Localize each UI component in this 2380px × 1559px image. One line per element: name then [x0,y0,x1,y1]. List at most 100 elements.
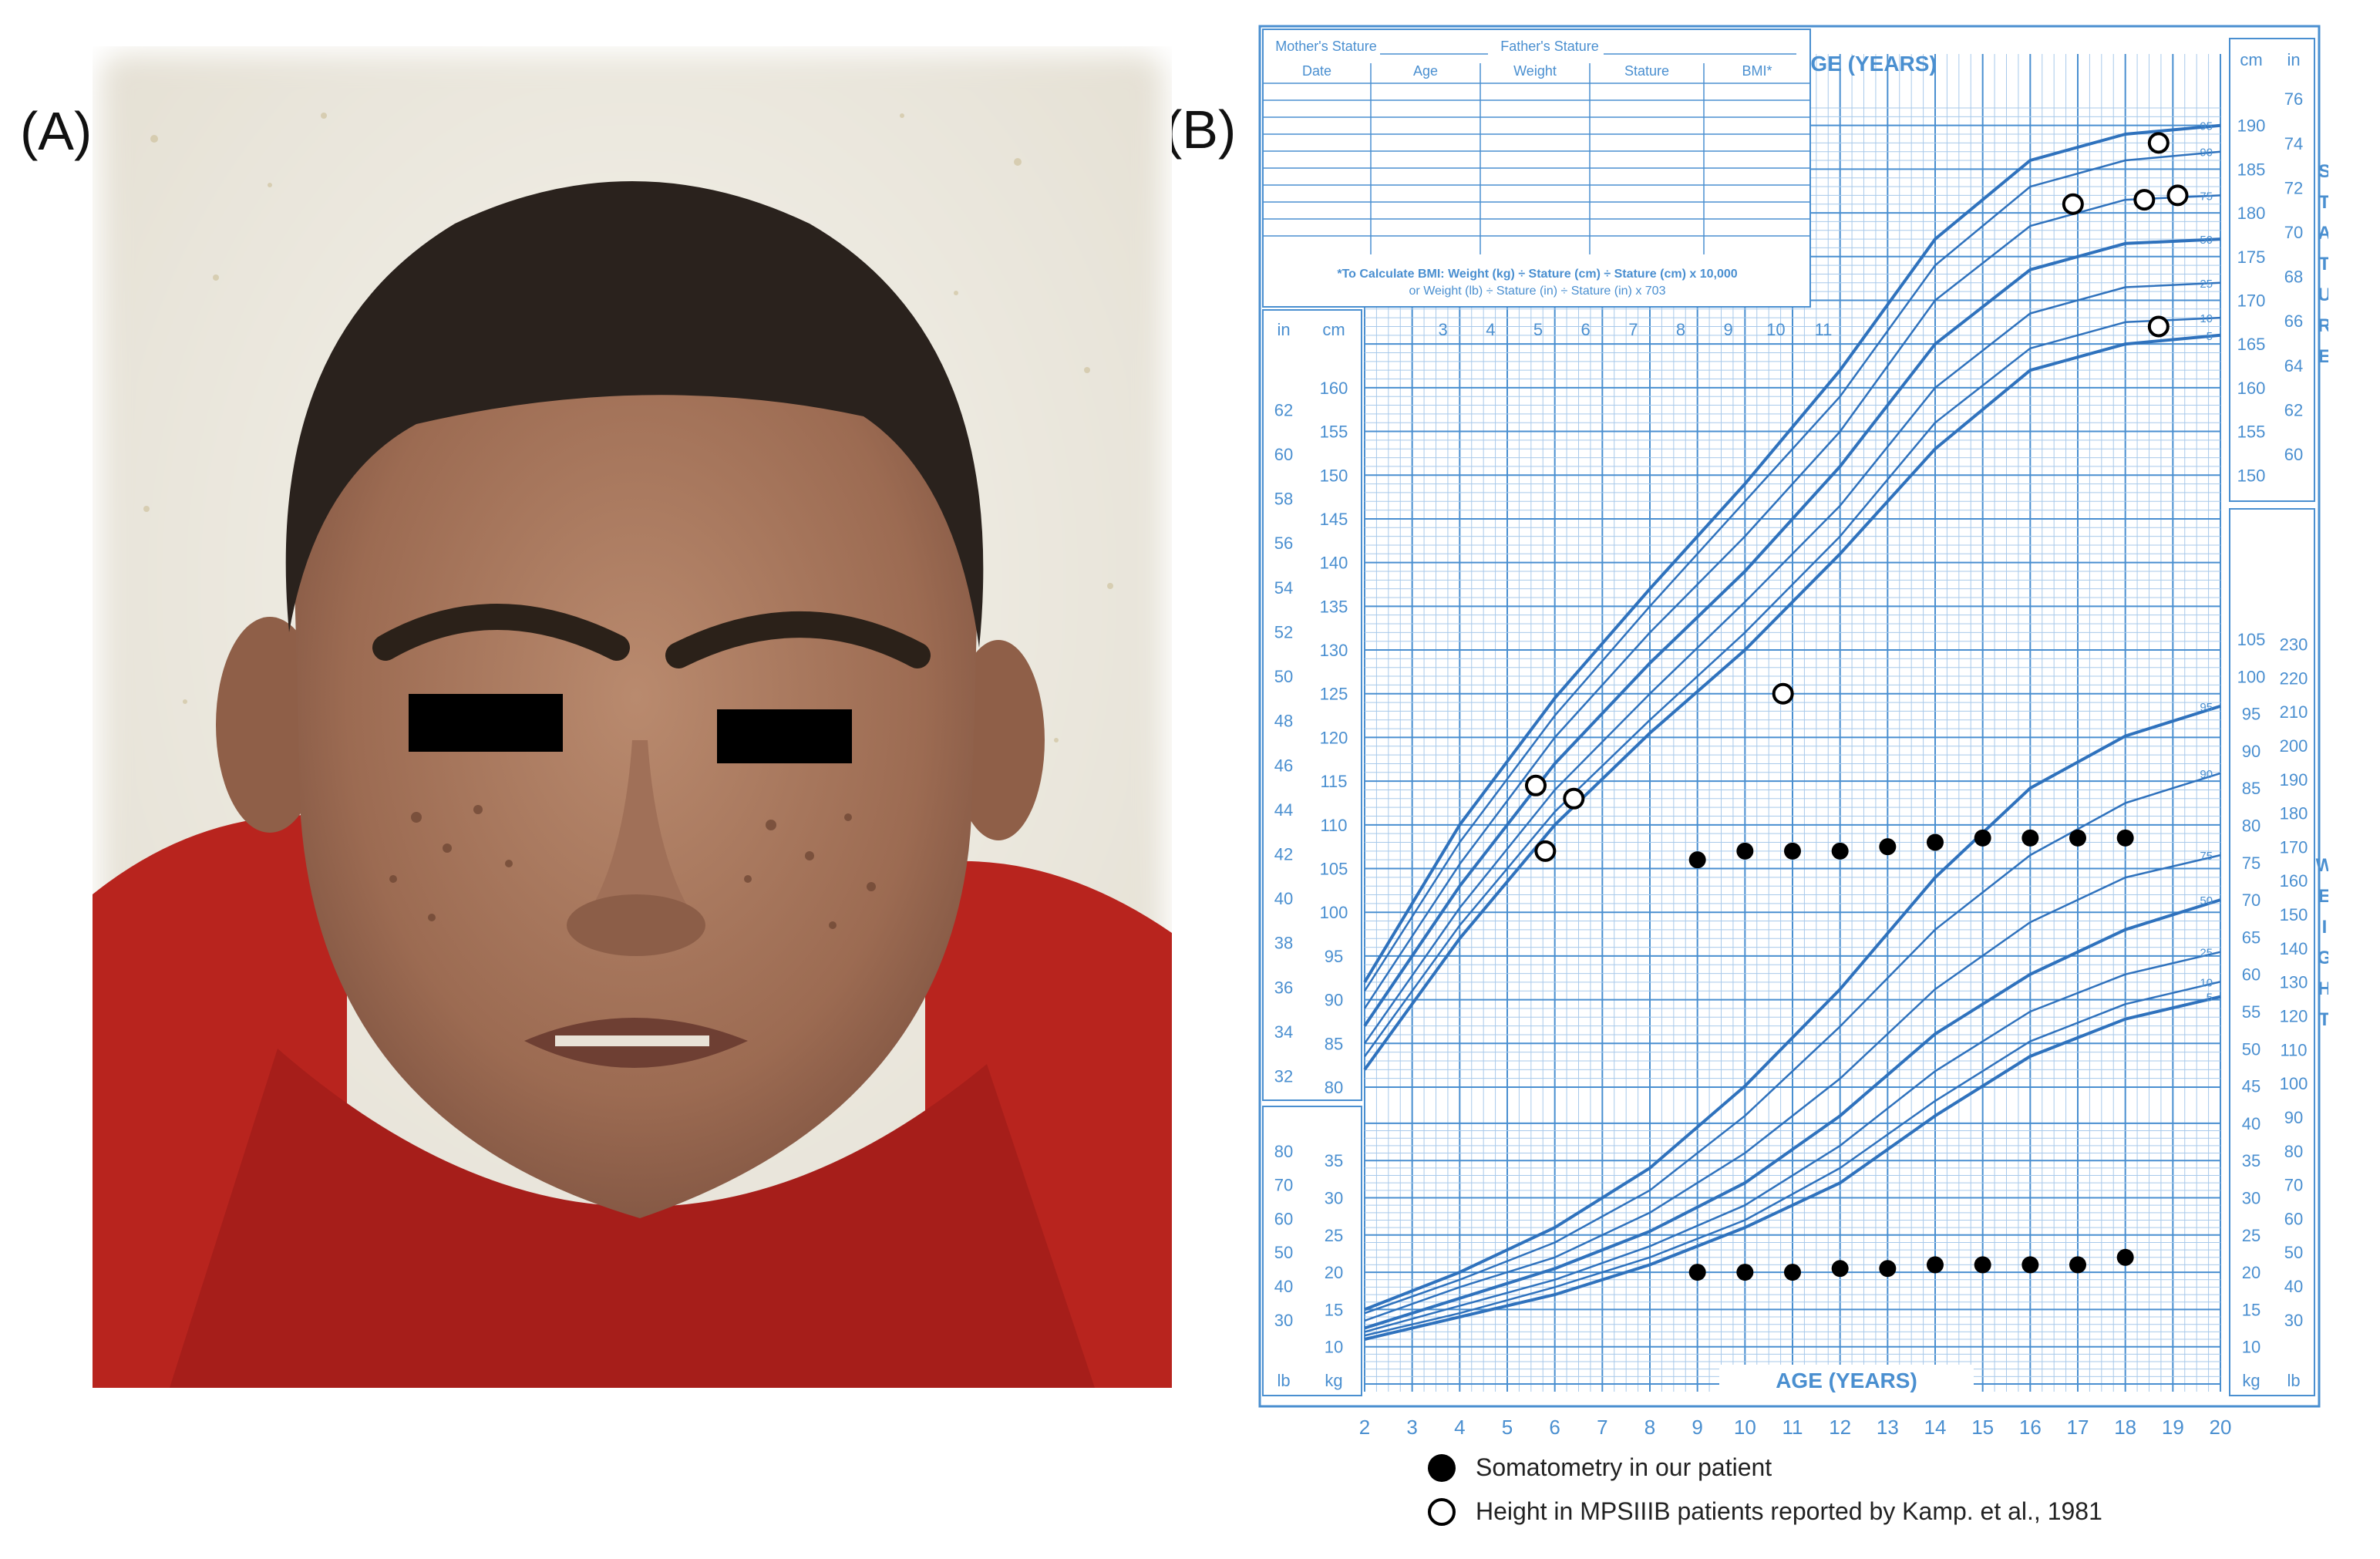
tick-age-20: 20 [2210,1416,2232,1439]
patient-weight-point-4 [1879,1260,1897,1278]
tick-weight-kg-left-15: 15 [1325,1300,1343,1319]
tick-weight-lb-right-110: 110 [2280,1040,2307,1059]
tick-weight-lb-right-220: 220 [2280,668,2308,688]
svg-text:S: S [2318,161,2328,182]
tick-age-19: 19 [2162,1416,2184,1439]
tick-stature-cm-right-190: 190 [2237,116,2266,136]
tick-weight-lb-right-130: 130 [2280,973,2308,992]
patient-weight-point-3 [1831,1260,1849,1278]
kamp-height-point-6 [2166,184,2189,207]
tick-weight-kg-left-35: 35 [1325,1151,1343,1170]
stature-curve-label-p95: 95 [2200,120,2213,133]
svg-text:A: A [2318,223,2328,244]
tick-weight-lb-left-80: 80 [1274,1142,1293,1161]
tick-stature-cm-95: 95 [1325,947,1343,966]
svg-text:R: R [2318,315,2328,336]
tick-age-8: 8 [1644,1416,1655,1439]
kamp-height-point-1 [1563,787,1585,810]
measurement-table: Mother's Stature Father's Stature Date Age W… [1262,29,1811,308]
stature-curve-p50 [1363,237,2221,1027]
left-in-unit: in [1277,320,1290,339]
tick-age-inner-7: 7 [1628,320,1638,339]
patient-weight-point-7 [2021,1256,2039,1274]
patient-weight-point-6 [1974,1256,1991,1274]
tick-stature-in-48: 48 [1274,712,1293,731]
tick-age-13: 13 [1877,1416,1899,1439]
mothers-stature-label: Mother's Stature [1275,39,1377,54]
patient-height-point-2 [1784,842,1801,860]
tick-stature-cm-110: 110 [1320,816,1347,835]
tick-stature-in-right-76: 76 [2284,89,2303,109]
open-circle-icon [1428,1497,1456,1526]
tick-age-inner-8: 8 [1676,320,1685,339]
tick-age-inner-9: 9 [1724,320,1733,339]
tick-stature-in-44: 44 [1274,800,1293,820]
tick-weight-lb-left-30: 30 [1274,1311,1293,1330]
tick-age-5: 5 [1502,1416,1513,1439]
table-col-age: Age [1413,63,1438,79]
tick-weight-kg-left-20: 20 [1325,1263,1343,1282]
tick-age-16: 16 [2019,1416,2042,1439]
stature-curve-p5 [1363,333,2221,1071]
table-col-bmi: BMI* [1742,63,1772,79]
tick-age-2: 2 [1359,1416,1370,1439]
tick-stature-cm-90: 90 [1325,991,1343,1010]
tick-stature-in-right-66: 66 [2284,311,2303,331]
tick-weight-kg-right-95: 95 [2242,705,2260,724]
kamp-height-point-3 [1772,682,1794,705]
kamp-height-point-0 [1525,774,1547,796]
weight-curve-label-p50: 50 [2200,894,2213,907]
tick-stature-cm-right-160: 160 [2237,379,2266,398]
tick-stature-in-54: 54 [1274,578,1293,598]
weight-curve-p5 [1364,995,2221,1341]
svg-text:E: E [2318,886,2328,907]
data-points [1525,132,2189,1281]
patient-photo [93,46,1172,1388]
svg-text:T: T [2319,192,2328,213]
tick-stature-cm-right-175: 175 [2237,247,2266,267]
tick-age-inner-11: 11 [1815,320,1833,339]
stature-curve-label-p5: 5 [2207,330,2213,343]
tick-weight-kg-right-15: 15 [2242,1300,2260,1319]
tick-age-11: 11 [1782,1416,1803,1439]
patient-weight-point-0 [1688,1264,1706,1281]
tick-stature-in-36: 36 [1274,978,1293,997]
tick-weight-lb-right-90: 90 [2284,1108,2303,1127]
bmi-note-1: *To Calculate BMI: Weight (kg) ÷ Stature… [1337,268,1737,281]
svg-text:T: T [2319,1009,2328,1030]
stature-curve-label-p90: 90 [2200,146,2213,160]
tick-stature-cm-right-180: 180 [2237,204,2266,223]
patient-weight-point-8 [2069,1256,2086,1274]
tick-stature-cm-85: 85 [1325,1034,1343,1053]
patient-height-point-1 [1736,842,1754,860]
left-stature-scale [1262,309,1362,1101]
svg-text:E: E [2318,346,2328,367]
svg-text:W: W [2316,855,2328,876]
tick-weight-kg-right-10: 10 [2242,1338,2260,1357]
tick-weight-lb-right-30: 30 [2284,1311,2303,1330]
right-lb-unit: lb [2287,1371,2300,1390]
panel-label-a: (A) [20,101,93,161]
table-col-date: Date [1302,63,1331,79]
table-col-weight: Weight [1513,63,1557,79]
tick-weight-kg-right-30: 30 [2242,1188,2260,1207]
patient-weight-point-2 [1784,1264,1801,1281]
tick-stature-in-right-60: 60 [2284,445,2303,464]
tick-age-6: 6 [1549,1416,1560,1439]
tick-stature-cm-right-155: 155 [2237,423,2266,442]
legend-label-open: Height in MPSIIIB patients reported by K… [1476,1497,2102,1525]
tick-weight-lb-right-160: 160 [2280,871,2308,891]
bmi-note-2: or Weight (lb) ÷ Stature (in) ÷ Stature … [1409,285,1666,298]
tick-stature-in-right-64: 64 [2284,356,2303,375]
kamp-height-point-5 [2133,189,2156,211]
svg-text:T: T [2319,254,2328,274]
weight-curve-label-p75: 75 [2200,850,2213,863]
legend-label-filled: Somatometry in our patient [1476,1453,1772,1481]
tick-stature-in-right-74: 74 [2284,134,2303,153]
tick-age-7: 7 [1597,1416,1607,1439]
patient-height-point-0 [1688,851,1706,869]
tick-weight-lb-right-120: 120 [2280,1006,2308,1025]
tick-weight-kg-right-70: 70 [2242,891,2260,910]
tick-stature-cm-120: 120 [1320,728,1348,747]
tick-age-14: 14 [1924,1416,1947,1439]
